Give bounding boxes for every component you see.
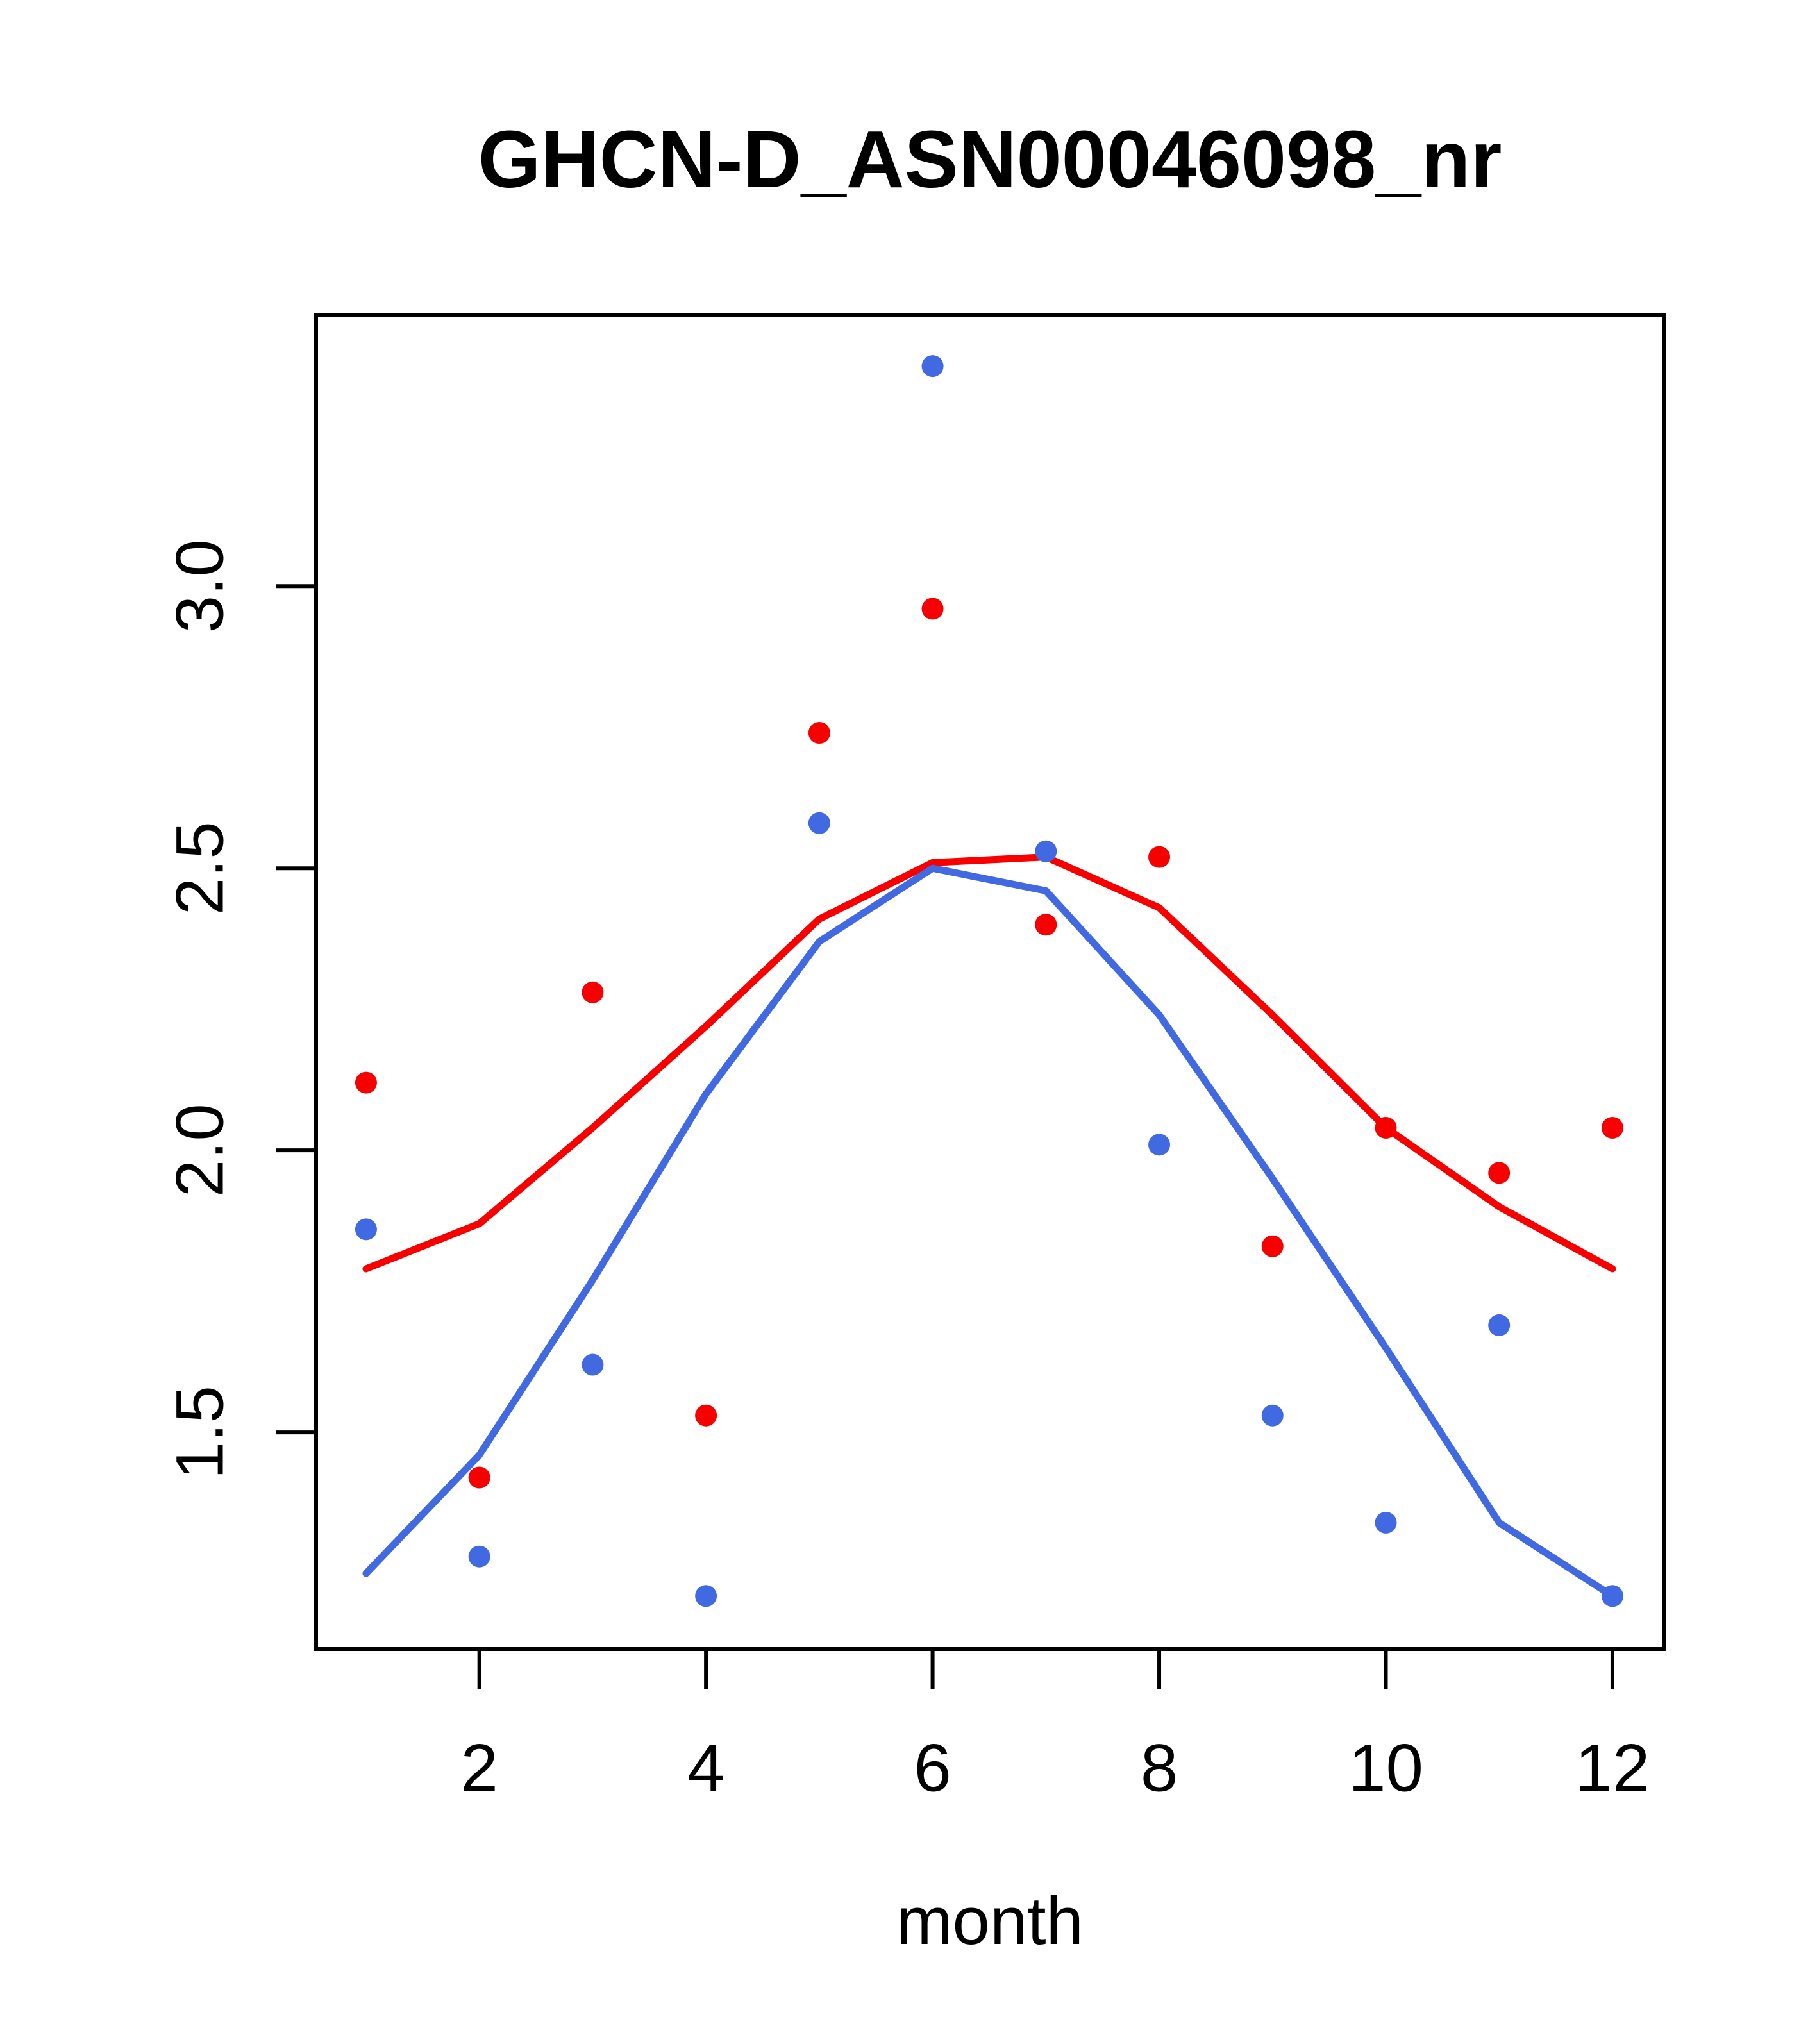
red-data-point <box>1148 846 1171 868</box>
y-axis-tick-labels: 1.5 2.0 2.5 3.0 <box>163 539 238 1479</box>
blue-data-point <box>695 1585 717 1607</box>
red-data-point <box>695 1404 717 1427</box>
x-tick-label: 8 <box>1141 1731 1178 1806</box>
blue-data-point <box>1148 1134 1171 1156</box>
y-tick-label: 1.5 <box>163 1386 238 1479</box>
blue-data-point <box>355 1218 377 1241</box>
red-data-point <box>355 1071 377 1094</box>
chart-title: GHCN-D_ASN00046098_nr <box>478 114 1502 205</box>
y-tick-label: 2.5 <box>163 821 238 915</box>
blue-data-point <box>1035 840 1057 862</box>
x-tick-label: 12 <box>1575 1731 1650 1806</box>
red-data-point <box>921 598 944 620</box>
red-data-point <box>1488 1162 1511 1184</box>
blue-data-point <box>1261 1404 1284 1427</box>
red-data-point <box>1035 914 1057 936</box>
blue-data-point <box>1488 1314 1511 1336</box>
trend-lines <box>362 853 1616 1600</box>
y-tick-label: 2.0 <box>163 1103 238 1197</box>
y-axis-ticks <box>276 584 316 1435</box>
x-tick-label: 10 <box>1348 1731 1423 1806</box>
x-axis-ticks <box>477 1649 1614 1689</box>
data-points <box>355 355 1623 1607</box>
x-tick-label: 2 <box>460 1731 498 1806</box>
blue-data-point <box>1601 1585 1623 1607</box>
blue-data-point <box>808 812 830 834</box>
blue-data-point <box>1375 1511 1397 1534</box>
x-tick-label: 6 <box>914 1731 951 1806</box>
blue-data-point <box>582 1353 604 1376</box>
red-data-point <box>468 1466 490 1489</box>
blue-data-point <box>468 1545 490 1568</box>
red-data-point <box>1375 1116 1397 1139</box>
x-axis-label: month <box>896 1884 1084 1959</box>
red-data-point <box>582 981 604 1003</box>
red-data-point <box>808 722 830 744</box>
plot-border <box>314 313 1666 1651</box>
y-tick-label: 3.0 <box>163 539 238 633</box>
red-trend-line <box>362 853 1616 1273</box>
x-axis-tick-labels: 2 4 6 8 10 12 <box>460 1731 1650 1806</box>
blue-trend-line <box>362 864 1616 1600</box>
red-data-point <box>1601 1116 1623 1139</box>
red-data-point <box>1261 1235 1284 1257</box>
blue-data-point <box>921 355 944 378</box>
x-tick-label: 4 <box>687 1731 724 1806</box>
